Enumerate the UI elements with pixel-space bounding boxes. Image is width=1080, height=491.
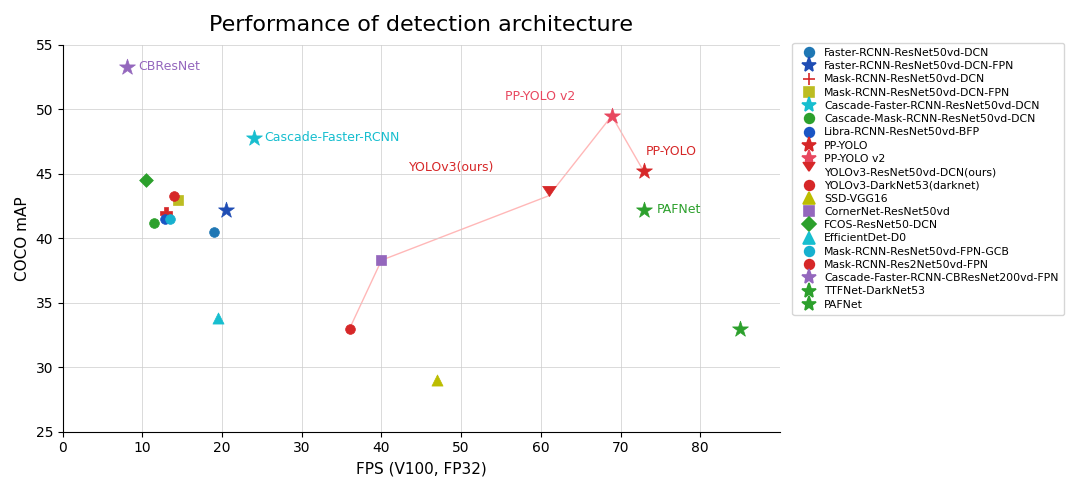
Point [731,325,748,332]
Legend: Faster-RCNN-ResNet50vd-DCN, Faster-RCNN-ResNet50vd-DCN-FPN, Mask-RCNN-ResNet50vd: Faster-RCNN-ResNet50vd-DCN, Faster-RCNN-… [793,43,1064,315]
Point [341,325,359,332]
Point [138,176,156,184]
Point [245,134,262,142]
Point [603,112,620,120]
Point [210,314,227,322]
Point [636,206,653,214]
Y-axis label: COCO mAP: COCO mAP [15,196,30,281]
Point [217,206,234,214]
Point [158,209,175,217]
Title: Performance of detection architecture: Performance of detection architecture [210,15,633,35]
Text: PAFNet: PAFNet [657,203,701,217]
Text: Cascade-Faster-RCNN: Cascade-Faster-RCNN [265,131,400,144]
Point [162,215,179,223]
Point [118,63,135,71]
Text: PP-YOLO v2: PP-YOLO v2 [505,90,576,103]
Point [146,219,163,227]
Point [165,192,183,200]
Point [170,196,187,204]
Point [205,228,222,236]
Text: YOLOv3(ours): YOLOv3(ours) [409,161,495,174]
Point [373,256,390,264]
Point [540,192,557,200]
X-axis label: FPS (V100, FP32): FPS (V100, FP32) [356,461,487,476]
Point [157,215,174,223]
Text: PP-YOLO: PP-YOLO [646,145,697,159]
Text: CBResNet: CBResNet [138,60,201,73]
Point [635,167,652,175]
Point [429,376,446,384]
